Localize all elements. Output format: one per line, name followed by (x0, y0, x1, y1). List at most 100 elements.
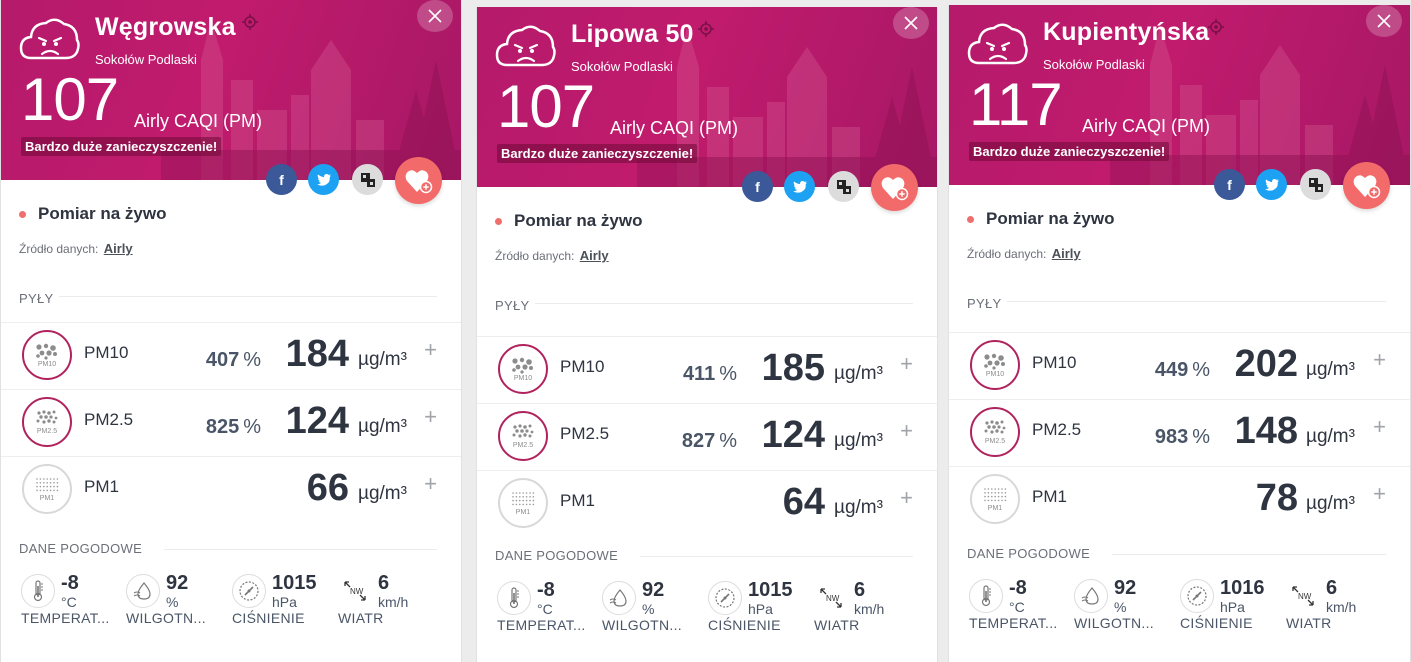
embed-widget-button[interactable] (352, 164, 383, 195)
caqi-value: 107 (497, 73, 595, 140)
weather-label: WILGOTN... (126, 610, 206, 626)
dots-icon (984, 353, 1005, 370)
source-link[interactable]: Airly (1051, 246, 1081, 261)
weather-label: WILGOTN... (602, 617, 682, 633)
expand-plus-icon[interactable]: + (1373, 347, 1386, 372)
particles-icon: PM2.5 (22, 397, 72, 447)
crosshair-icon[interactable] (1208, 19, 1224, 35)
pressure-icon (232, 574, 266, 608)
close-button[interactable] (1366, 5, 1402, 37)
twitter-share-button[interactable] (1256, 169, 1287, 200)
pollution-status: Bardzo duże zanieczyszczenie! (969, 142, 1170, 161)
expand-plus-icon[interactable]: + (1373, 481, 1386, 506)
pm-row-pm1[interactable]: PM1 PM1 66 µg/m³ + (1, 456, 461, 522)
twitter-icon (316, 173, 331, 186)
weather-label: TEMPERAT... (969, 615, 1058, 631)
weather-value: 6 (1326, 577, 1338, 599)
expand-plus-icon[interactable]: + (900, 418, 913, 443)
live-indicator-dot (967, 215, 974, 223)
particles-icon: PM10 (970, 340, 1020, 390)
pm-row-pm1[interactable]: PM1 PM1 78 µg/m³ + (949, 466, 1410, 532)
close-button[interactable] (417, 0, 453, 32)
angry-cloud-icon (495, 25, 556, 67)
pm-unit: µg/m³ (834, 430, 883, 451)
weather-label: WIATR (1286, 615, 1332, 631)
pm-norm-percent: 983% (1154, 426, 1210, 448)
pm-name: PM1 (84, 477, 119, 496)
pm-icon-label: PM2.5 (36, 428, 58, 435)
weather-section-title: DANE POGODOWE (967, 546, 1091, 561)
add-favorite-button[interactable] (395, 157, 442, 204)
thermometer-icon (21, 574, 55, 608)
pm-norm-percent: 449% (1154, 359, 1210, 381)
weather-label: WIATR (338, 610, 384, 626)
dots-icon (512, 357, 533, 374)
weather-unit: km/h (854, 601, 885, 617)
weather-value: 6 (378, 572, 390, 594)
panel-header: Węgrowska Sokołów Podlaski 107 Airly CAQ… (1, 0, 461, 180)
expand-plus-icon[interactable]: + (424, 471, 437, 496)
weather-unit: °C (537, 601, 553, 617)
weather-value: 92 (166, 572, 189, 594)
qr-code-icon (360, 172, 375, 187)
facebook-icon: f (755, 178, 760, 195)
expand-plus-icon[interactable]: + (900, 485, 913, 510)
live-label: Pomiar na żywo (986, 209, 1115, 228)
dust-section-title: PYŁY (967, 296, 1002, 311)
expand-plus-icon[interactable]: + (424, 337, 437, 362)
expand-plus-icon[interactable]: + (900, 351, 913, 376)
weather-unit: km/h (378, 594, 409, 610)
pm-row-pm10[interactable]: PM10 PM10 411% 185 µg/m³ + (477, 336, 937, 402)
dust-section-title: PYŁY (495, 298, 530, 313)
pm-row-pm25[interactable]: PM2.5 PM2.5 827% 124 µg/m³ + (477, 403, 937, 469)
pm-icon-label: PM1 (515, 509, 531, 516)
data-source: Źródło danych: Airly (495, 248, 609, 263)
expand-plus-icon[interactable]: + (1373, 414, 1386, 439)
twitter-share-button[interactable] (784, 171, 815, 202)
pm-row-pm10[interactable]: PM10 PM10 449% 202 µg/m³ + (949, 332, 1410, 398)
facebook-share-button[interactable]: f (742, 171, 773, 202)
close-icon (428, 9, 442, 23)
source-label: Źródło danych: (19, 242, 99, 256)
pm-row-pm25[interactable]: PM2.5 PM2.5 825% 124 µg/m³ + (1, 389, 461, 455)
weather-label: CIŚNIENIE (232, 610, 305, 626)
crosshair-icon[interactable] (242, 14, 258, 30)
location-title: Węgrowska (95, 13, 236, 41)
pm-value: 66 (306, 467, 349, 509)
pm-value: 184 (285, 333, 349, 375)
live-label: Pomiar na żywo (38, 204, 167, 223)
pm-unit: µg/m³ (358, 349, 407, 370)
add-favorite-button[interactable] (1343, 162, 1390, 209)
pm-icon-label: PM2.5 (984, 438, 1006, 445)
dots-icon (36, 478, 59, 492)
source-link[interactable]: Airly (103, 241, 133, 256)
source-link[interactable]: Airly (579, 248, 609, 263)
location-title: Kupientyńska (1043, 18, 1210, 46)
twitter-share-button[interactable] (308, 164, 339, 195)
dust-section-title: PYŁY (19, 291, 54, 306)
facebook-share-button[interactable]: f (1214, 169, 1245, 200)
add-favorite-button[interactable] (871, 164, 918, 211)
close-button[interactable] (893, 7, 929, 39)
pm-icon-label: PM10 (513, 375, 533, 382)
weather-label: WIATR (814, 617, 860, 633)
wind-icon: NW (1286, 579, 1320, 613)
source-label: Źródło danych: (967, 247, 1047, 261)
weather-unit: % (642, 601, 655, 617)
crosshair-icon[interactable] (698, 21, 714, 37)
facebook-share-button[interactable]: f (266, 164, 297, 195)
pm-name: PM1 (560, 491, 595, 510)
expand-plus-icon[interactable]: + (424, 404, 437, 429)
pm-unit: µg/m³ (1306, 493, 1355, 514)
pm-row-pm25[interactable]: PM2.5 PM2.5 983% 148 µg/m³ + (949, 399, 1410, 465)
pm-row-pm1[interactable]: PM1 PM1 64 µg/m³ + (477, 470, 937, 536)
embed-widget-button[interactable] (1300, 169, 1331, 200)
pm-icon-label: PM2.5 (512, 442, 534, 449)
weather-row: -8 °C TEMPERAT... 92% WILGOTN... 1015 hPa CIŚNI… (1, 570, 461, 630)
dots-icon (984, 420, 1006, 434)
location-city: Sokołów Podlaski (1043, 57, 1145, 72)
weather-section-title: DANE POGODOWE (495, 548, 619, 563)
embed-widget-button[interactable] (828, 171, 859, 202)
weather-item: 92% WILGOTN... (1074, 575, 1184, 635)
pm-row-pm10[interactable]: PM10 PM10 407% 184 µg/m³ + (1, 322, 461, 388)
